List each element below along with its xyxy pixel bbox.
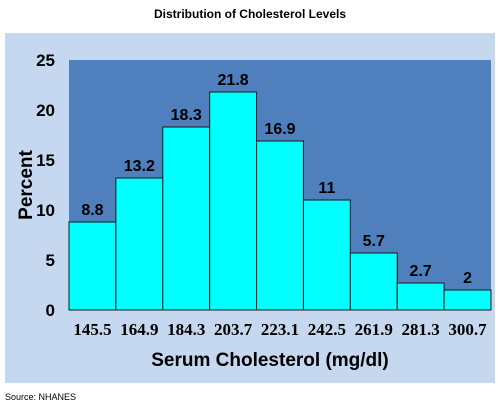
bar bbox=[302, 199, 351, 311]
bar bbox=[256, 140, 304, 311]
x-tick-label: 164.9 bbox=[120, 320, 158, 339]
x-tick-label: 203.7 bbox=[214, 320, 253, 339]
x-tick-label: 223.1 bbox=[261, 320, 299, 339]
bar-value-label: 5.7 bbox=[363, 233, 385, 250]
bar bbox=[162, 126, 211, 311]
bars bbox=[68, 91, 492, 311]
x-tick-label: 242.5 bbox=[308, 320, 346, 339]
y-tick-label: 0 bbox=[46, 301, 55, 320]
y-tick-label: 25 bbox=[36, 51, 55, 70]
bar bbox=[349, 252, 398, 311]
bar-value-label: 21.8 bbox=[218, 72, 249, 89]
bar bbox=[396, 282, 445, 311]
x-tick-label: 300.7 bbox=[448, 320, 487, 339]
chart-panel: 0 5 10 15 20 25 8.8 13.2 18.3 21.8 16.9 11 5.7 2.7 2 … bbox=[5, 33, 495, 383]
x-tick-label: 145.5 bbox=[73, 320, 111, 339]
y-tick-label: 15 bbox=[36, 151, 55, 170]
y-axis-ticks: 0 5 10 15 20 25 bbox=[36, 51, 55, 320]
bar bbox=[443, 289, 492, 311]
x-axis-ticks: 145.5 164.9 184.3 203.7 223.1 242.5 261.9 281.3… bbox=[73, 320, 487, 339]
y-tick-label: 10 bbox=[36, 201, 55, 220]
bar-value-label: 2.7 bbox=[410, 263, 432, 280]
x-tick-label: 261.9 bbox=[355, 320, 393, 339]
bar bbox=[209, 91, 258, 311]
bar bbox=[68, 221, 117, 311]
x-tick-label: 184.3 bbox=[167, 320, 205, 339]
y-tick-label: 20 bbox=[36, 101, 55, 120]
bar-value-label: 13.2 bbox=[124, 158, 155, 175]
bar bbox=[115, 177, 164, 311]
bar-value-label: 11 bbox=[318, 180, 335, 197]
bar-value-label: 16.9 bbox=[264, 121, 295, 138]
chart-title: Distribution of Cholesterol Levels bbox=[153, 7, 347, 21]
y-axis-label: Percent bbox=[16, 149, 37, 219]
x-axis-label: Serum Cholesterol (mg/dl) bbox=[151, 350, 389, 371]
bar-value-label: 2 bbox=[463, 270, 472, 287]
source-note: Source: NHANES bbox=[5, 392, 77, 402]
bar-value-label: 18.3 bbox=[171, 107, 202, 124]
y-tick-label: 5 bbox=[46, 251, 55, 270]
bar-value-label: 8.8 bbox=[81, 202, 103, 219]
value-labels: 8.8 13.2 18.3 21.8 16.9 11 5.7 2.7 2 bbox=[81, 72, 472, 287]
x-tick-label: 281.3 bbox=[402, 320, 440, 339]
